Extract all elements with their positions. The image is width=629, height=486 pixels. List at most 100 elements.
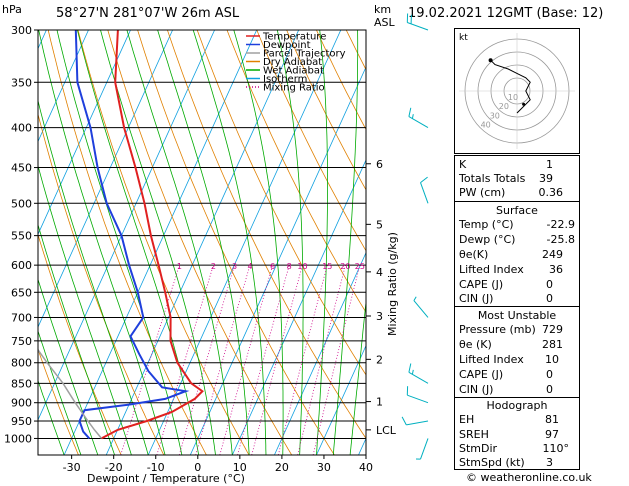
isotherm-line bbox=[38, 30, 215, 421]
height-tick-label: 2 bbox=[376, 353, 383, 366]
height-tick-label: 6 bbox=[376, 158, 383, 171]
height-tick-label: 3 bbox=[376, 310, 383, 323]
wet-adiabat-line bbox=[38, 329, 82, 455]
surface-dewp: Dewp (°C) -25.8 bbox=[459, 233, 575, 246]
hodograph-trace bbox=[490, 59, 531, 114]
height-unit-label: km bbox=[374, 3, 392, 16]
mixing-ratio-line bbox=[237, 265, 290, 455]
wet-adiabat-line bbox=[77, 30, 200, 455]
legend-entry: Parcel Trajectory bbox=[263, 49, 346, 60]
hodograph-ring-label: 30 bbox=[490, 111, 500, 120]
dry-adiabat-line bbox=[226, 30, 366, 314]
wet-adiabat-line bbox=[233, 30, 284, 455]
hodograph-ring-label: 40 bbox=[481, 120, 491, 129]
wind-barb-flag bbox=[408, 363, 412, 373]
temperature-tick-label: -20 bbox=[105, 461, 123, 474]
hodo-stmspd: StmSpd (kt) 3 bbox=[459, 456, 553, 469]
isotherm-line bbox=[316, 344, 366, 455]
legend-entry: Wet Adiabat bbox=[263, 66, 324, 77]
wind-barb-flag bbox=[411, 114, 414, 119]
mu-lifted-index: Lifted Index 10 bbox=[459, 353, 559, 366]
pressure-tick-label: 800 bbox=[11, 357, 32, 370]
temperature-tick-label: 40 bbox=[359, 461, 373, 474]
most-unstable-section-title: Most Unstable bbox=[477, 309, 557, 322]
pressure-tick-label: 500 bbox=[11, 197, 32, 210]
pressure-tick-label: 750 bbox=[11, 335, 32, 348]
mixing-ratio-line bbox=[156, 265, 214, 455]
wet-adiabat-line bbox=[38, 164, 132, 455]
mixing-ratio-label: 1 bbox=[177, 262, 182, 271]
wet-adiabat-line bbox=[38, 99, 149, 455]
wet-adiabat-line bbox=[100, 30, 216, 455]
legend-entry: Isotherm bbox=[263, 74, 307, 85]
plot-frame bbox=[37, 29, 367, 456]
wind-barb-staff bbox=[407, 22, 429, 31]
dry-adiabat-line bbox=[107, 30, 293, 455]
wind-barb-flag bbox=[411, 369, 414, 375]
mixing-ratio-label: 3 bbox=[232, 262, 237, 271]
index-row-pw: PW (cm) 0.36 bbox=[459, 186, 563, 199]
surface-thetae: θe(K) 249 bbox=[459, 248, 563, 261]
valid-time: 19.02.2021 12GMT (Base: 12) bbox=[408, 6, 604, 21]
wet-adiabat-line bbox=[38, 223, 115, 455]
isotherm-line bbox=[0, 30, 4, 455]
hodo-eh: EH 81 bbox=[459, 413, 559, 426]
surface-cin: CIN (J) 0 bbox=[459, 292, 553, 305]
pressure-tick-label: 350 bbox=[11, 76, 32, 89]
hodograph-panel: kt 10 20 30 40 bbox=[454, 28, 580, 154]
dry-adiabat-line bbox=[38, 348, 79, 455]
wet-adiabat-line bbox=[349, 298, 366, 455]
pressure-tick-label: 300 bbox=[11, 24, 32, 37]
dry-adiabat-line bbox=[38, 233, 122, 455]
temperature-tick-label: -10 bbox=[147, 461, 165, 474]
wind-barb-flag bbox=[420, 176, 428, 183]
mixing-ratio-line bbox=[312, 265, 361, 455]
pressure-tick-label: 450 bbox=[11, 162, 32, 175]
wet-adiabat-line bbox=[126, 30, 233, 455]
hodo-stmdir: StmDir 110° bbox=[459, 442, 569, 455]
x-axis-label: Dewpoint / Temperature (°C) bbox=[87, 472, 245, 485]
pressure-tick-label: 650 bbox=[11, 286, 32, 299]
wet-adiabat-line bbox=[332, 30, 359, 455]
mixing-ratio-line bbox=[195, 265, 251, 455]
wet-adiabat-line bbox=[38, 379, 65, 455]
wind-barb-staff bbox=[408, 116, 429, 129]
height-tick-label: 5 bbox=[376, 218, 383, 231]
isotherm-line bbox=[38, 30, 89, 143]
mixing-ratio-label: 8 bbox=[287, 262, 292, 271]
wind-barb-staff bbox=[407, 394, 429, 404]
mu-thetae: θe (K) 281 bbox=[459, 338, 563, 351]
mixing-ratio-label: 15 bbox=[322, 262, 332, 271]
profile-dewpoint bbox=[74, 30, 190, 440]
legend-entry: Dewpoint bbox=[263, 40, 311, 51]
isotherm-line bbox=[38, 30, 131, 236]
wet-adiabat-line bbox=[276, 30, 304, 455]
wet-adiabat-line bbox=[157, 30, 250, 455]
legend-entry: Temperature bbox=[262, 32, 326, 43]
surface-lifted-index: Lifted Index 36 bbox=[459, 263, 563, 276]
dry-adiabat-line bbox=[77, 30, 250, 455]
pressure-tick-label: 950 bbox=[11, 415, 32, 428]
profile-temperature bbox=[101, 30, 204, 440]
wind-barb-staff bbox=[413, 300, 429, 318]
pressure-tick-label: 900 bbox=[11, 397, 32, 410]
height-tick-label: LCL bbox=[376, 424, 397, 437]
wind-barb-flag bbox=[413, 296, 417, 301]
mixing-ratio-label: 6 bbox=[270, 262, 275, 271]
temperature-tick-label: 10 bbox=[233, 461, 247, 474]
copyright-footer: © weatheronline.co.uk bbox=[466, 471, 592, 484]
wet-adiabat-line bbox=[38, 30, 166, 455]
pressure-tick-label: 1000 bbox=[4, 432, 32, 445]
wind-barb-staff bbox=[408, 371, 429, 384]
temperature-tick-label: -30 bbox=[63, 461, 81, 474]
surface-cape: CAPE (J) 0 bbox=[459, 278, 553, 291]
index-row-tt: Totals Totals 39 bbox=[459, 172, 553, 185]
height-tick-label: 1 bbox=[376, 396, 383, 409]
hodograph-unit-label: kt bbox=[459, 33, 468, 43]
hodograph-end-point bbox=[488, 58, 493, 63]
